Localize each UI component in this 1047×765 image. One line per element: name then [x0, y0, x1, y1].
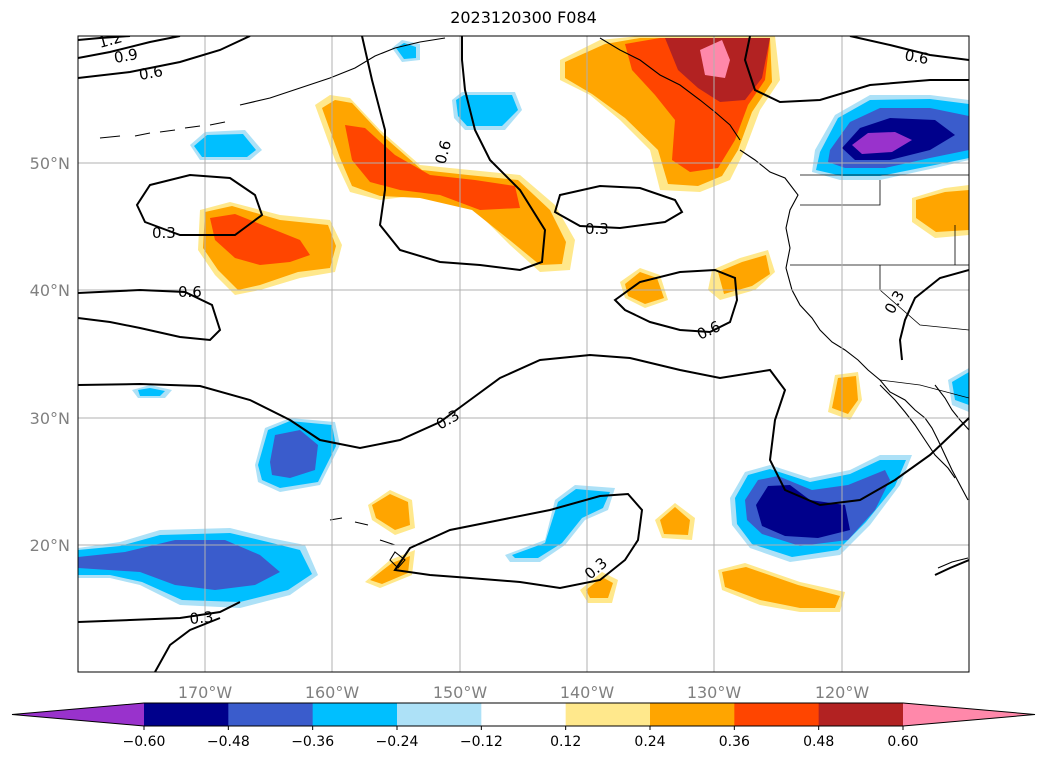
colorbar-extend-min [12, 703, 144, 726]
map-frame [77, 35, 970, 673]
anomaly-region-diagonal-band-l3 [345, 125, 520, 210]
anomaly-region-133w-21n-l2 [660, 507, 690, 535]
contour-line-5 [135, 173, 264, 236]
anomaly-region-120w-32n-l2 [832, 376, 858, 414]
anomaly-region-nevada-l2 [916, 190, 969, 232]
anomaly-region-163w-27n-l3 [270, 430, 318, 478]
contour-line-13 [393, 492, 644, 590]
lon-label: 170°W [178, 683, 233, 702]
contour-lines [78, 36, 969, 672]
contour-label: 0.6 [903, 46, 930, 68]
border-wa-or [800, 180, 881, 206]
colorbar-swatch [650, 703, 735, 726]
contour-line-12 [78, 353, 969, 507]
latitude-labels: 50°N 40°N 30°N 20°N [30, 154, 70, 555]
contour-label: 0.9 [113, 45, 140, 67]
contour-line-7 [78, 288, 222, 342]
contour-line-15 [154, 617, 221, 672]
contour-line-11 [849, 36, 969, 61]
colorbar-tick-label: 0.48 [803, 734, 834, 750]
contour-line-6 [553, 184, 684, 230]
contour-line-4 [361, 36, 547, 272]
colorbar-swatch [312, 703, 398, 726]
anomaly-region-148w-20n-l2 [512, 489, 610, 558]
coastline-inside-passage [599, 37, 741, 141]
coastline-mexico [937, 557, 969, 569]
anomaly-region-170w-51n-l2 [194, 134, 256, 157]
lat-label: 20°N [30, 536, 70, 555]
lon-label: 160°W [305, 683, 360, 702]
colorbar-swatch [144, 703, 229, 726]
coastline-baja [879, 384, 956, 479]
anomaly-region-128w-42n-l2 [718, 255, 770, 294]
contour-line-3 [78, 36, 251, 79]
anomaly-region-pacific-nw-l5 [852, 132, 912, 154]
colorbar-swatch [481, 703, 567, 726]
contour-label: 0.6 [138, 62, 165, 84]
colorbar: −0.60 −0.48 −0.36 −0.24 −0.12 0.12 0.24 0.36 0.4… [11, 702, 1036, 750]
colorbar-tick-label: 0.60 [887, 734, 918, 750]
lon-label: 120°W [815, 683, 870, 702]
contour-label: 0.3 [189, 608, 214, 628]
lon-label: 130°W [687, 683, 742, 702]
colorbar-tick-label: −0.60 [123, 734, 166, 750]
map-title: 2023120300 F084 [450, 8, 597, 27]
colorbar-swatch [397, 703, 482, 726]
colorbar-tick-label: −0.24 [376, 734, 419, 750]
border-ca-nv [879, 265, 969, 331]
colorbar-tick-label: −0.36 [291, 734, 334, 750]
contour-line-8 [613, 268, 739, 334]
political-borders [790, 174, 969, 399]
contour-label: 0.6 [178, 283, 202, 301]
colorbar-tick-label: −0.48 [207, 734, 250, 750]
coastline-hawaii [329, 517, 406, 569]
anomaly-region-125w-16n-l2 [722, 567, 840, 608]
contour-line-10 [743, 36, 969, 104]
lon-label: 150°W [433, 683, 488, 702]
contour-line-16 [934, 559, 969, 576]
colorbar-tick-label: 0.36 [719, 734, 750, 750]
colorbar-extend-max [903, 703, 1035, 726]
anomaly-region-140w-16n-l2 [586, 577, 613, 598]
contour-label: 0.3 [152, 224, 176, 242]
anomaly-region-west-central-l3 [210, 214, 310, 265]
colorbar-swatch [565, 703, 651, 726]
anomaly-region-155w-22n-l2 [372, 494, 410, 530]
graticule [78, 36, 969, 672]
coastline-alaska [239, 37, 446, 106]
contour-label: 0.6 [431, 138, 455, 166]
colorbar-tick-label: 0.12 [550, 734, 581, 750]
colorbar-tick-label: 0.24 [634, 734, 665, 750]
contour-label: 0.3 [585, 220, 609, 238]
lat-label: 50°N [30, 154, 70, 173]
anomaly-region-125w-22n-l4 [756, 485, 850, 538]
border-us-mexico [879, 379, 969, 399]
negative-anomaly-fields [78, 40, 969, 608]
positive-anomaly-fields [198, 36, 969, 612]
lat-label: 30°N [30, 409, 70, 428]
anomaly-region-167w-32n-l2 [138, 388, 165, 396]
contour-line-2 [78, 36, 181, 59]
colorbar-swatch [734, 703, 820, 726]
colorbar-swatch [818, 703, 904, 726]
anomaly-region-bc-coast-l5 [700, 40, 730, 78]
anomaly-region-west-tropics-l3 [78, 540, 280, 590]
map-plot-area: 1.2 0.9 0.6 0.6 0.6 0.3 0.6 0.3 0.6 0.3 … [78, 36, 969, 672]
colorbar-tick-label: −0.12 [460, 734, 503, 750]
contour-line-9 [898, 269, 969, 361]
anomaly-region-140w-40n-l2 [625, 272, 664, 304]
contour-line-1 [78, 36, 131, 41]
coastline-north-america [739, 149, 969, 501]
longitude-labels: 170°W 160°W 150°W 140°W 130°W 120°W [178, 683, 870, 702]
coastline-aleutians [99, 121, 226, 139]
lat-label: 40°N [30, 281, 70, 300]
contour-line-14 [78, 601, 241, 623]
colorbar-swatch [228, 703, 314, 726]
coastlines [99, 37, 969, 569]
lon-label: 140°W [560, 683, 615, 702]
